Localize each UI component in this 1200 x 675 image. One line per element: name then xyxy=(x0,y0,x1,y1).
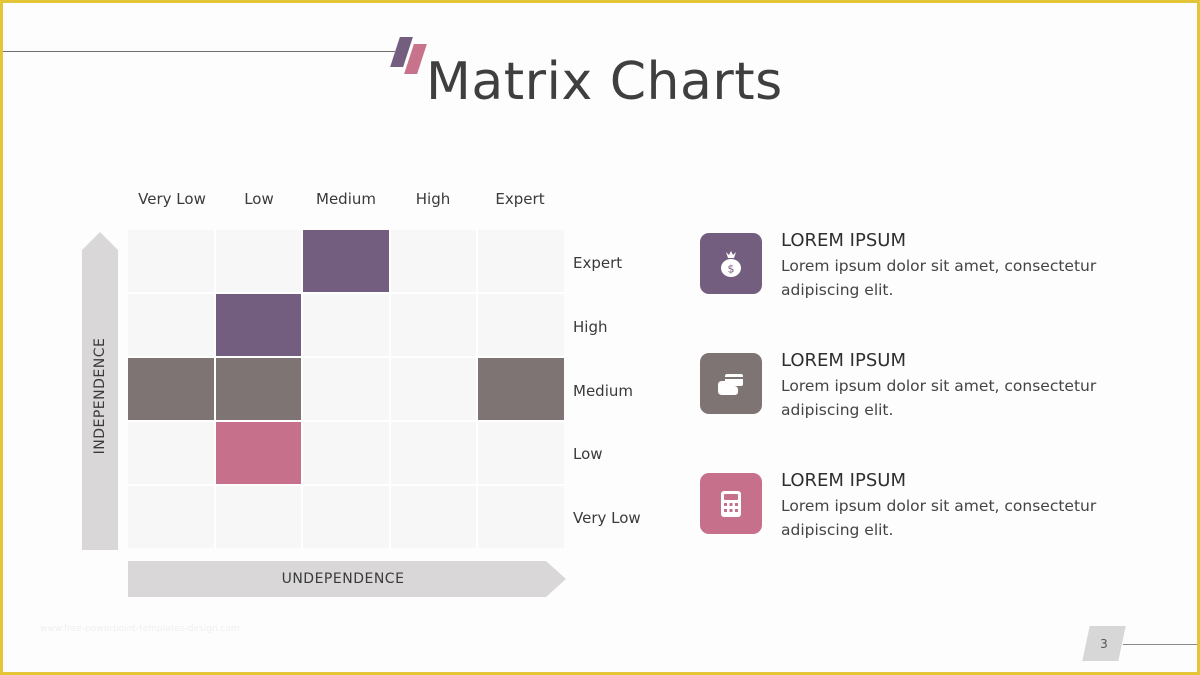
matrix-cell-high-high xyxy=(390,294,477,356)
info-heading: LOREM IPSUM xyxy=(781,230,906,251)
matrix-cell-low-low-filled xyxy=(215,422,302,484)
row-label-very-low: Very Low xyxy=(573,509,641,527)
y-axis-label: INDEPENDENCE xyxy=(92,337,108,455)
info-item-2: LOREM IPSUM Lorem ipsum dolor sit amet, … xyxy=(700,350,1140,430)
column-label-medium: Medium xyxy=(316,190,376,208)
info-description: Lorem ipsum dolor sit amet, consectetur … xyxy=(781,257,1097,299)
calculator-icon xyxy=(700,473,762,534)
matrix-cell-very-low-expert xyxy=(478,486,564,548)
info-item-1: $ LOREM IPSUM Lorem ipsum dolor sit amet… xyxy=(700,230,1140,310)
bottom-divider-line xyxy=(1123,644,1197,645)
matrix-cell-medium-low-filled xyxy=(215,358,302,420)
matrix-cell-very-low-medium xyxy=(303,486,389,548)
column-label-high: High xyxy=(415,190,451,208)
matrix-cell-high-expert xyxy=(478,294,564,356)
info-item-3: LOREM IPSUM Lorem ipsum dolor sit amet, … xyxy=(700,470,1140,550)
matrix-cell-medium-high xyxy=(390,358,477,420)
matrix-cell-very-low-low xyxy=(215,486,302,548)
column-label-low: Low xyxy=(244,190,274,208)
slide-title: Matrix Charts xyxy=(426,52,783,112)
info-heading: LOREM IPSUM xyxy=(781,470,906,491)
y-axis-arrow xyxy=(82,232,118,550)
matrix-cell-high-low-filled xyxy=(215,294,302,356)
matrix-cell-low-medium xyxy=(303,422,389,484)
page-number: 3 xyxy=(1100,636,1108,651)
row-label-expert: Expert xyxy=(573,254,623,272)
matrix-cell-low-very-low xyxy=(128,422,214,484)
info-heading: LOREM IPSUM xyxy=(781,350,906,371)
watermark-text: www.free-powerpoint-templates-design.com xyxy=(40,624,240,634)
matrix-cell-expert-very-low xyxy=(128,230,214,292)
matrix-cell-expert-expert xyxy=(478,230,564,292)
x-axis-arrow xyxy=(128,561,566,597)
row-label-medium: Medium xyxy=(573,382,633,400)
matrix-cell-low-expert xyxy=(478,422,564,484)
matrix-cell-medium-very-low-filled xyxy=(128,358,214,420)
matrix-cell-very-low-very-low xyxy=(128,486,214,548)
matrix-cell-expert-low xyxy=(215,230,302,292)
matrix-cell-medium-medium xyxy=(303,358,389,420)
money-bag-icon: $ xyxy=(700,233,762,294)
matrix-cell-expert-medium-filled xyxy=(303,230,389,292)
matrix-cell-expert-high xyxy=(390,230,477,292)
matrix-cell-medium-expert-filled xyxy=(478,358,564,420)
matrix-cell-high-very-low xyxy=(128,294,214,356)
row-label-low: Low xyxy=(573,445,603,463)
matrix-cell-high-medium xyxy=(303,294,389,356)
matrix-grid xyxy=(128,230,564,548)
info-description: Lorem ipsum dolor sit amet, consectetur … xyxy=(781,497,1097,539)
top-divider-line xyxy=(3,51,395,52)
row-label-high: High xyxy=(573,318,608,336)
matrix-cell-very-low-high xyxy=(390,486,477,548)
matrix-cell-low-high xyxy=(390,422,477,484)
card-in-hand-icon xyxy=(700,353,762,414)
svg-text:$: $ xyxy=(728,262,735,275)
column-label-expert: Expert xyxy=(495,190,545,208)
column-label-very-low: Very Low xyxy=(138,190,206,208)
x-axis-label: UNDEPENDENCE xyxy=(281,571,405,587)
info-description: Lorem ipsum dolor sit amet, consectetur … xyxy=(781,377,1097,419)
